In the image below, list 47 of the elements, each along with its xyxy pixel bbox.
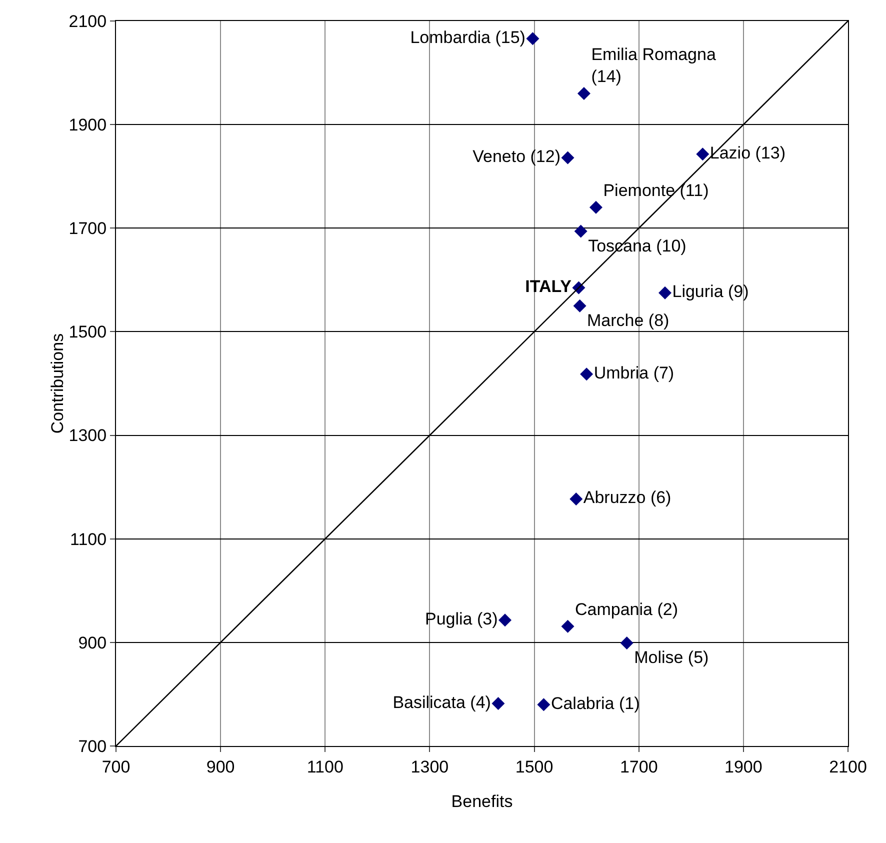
point bbox=[561, 620, 574, 633]
series-label: ITALY bbox=[525, 276, 572, 296]
x-tick-label: 700 bbox=[102, 757, 130, 776]
series-label: Campania (2) bbox=[575, 600, 678, 619]
x-tick-label: 2100 bbox=[829, 757, 867, 776]
point bbox=[561, 151, 574, 164]
point bbox=[537, 698, 550, 712]
point bbox=[580, 368, 594, 381]
series-label: Abruzzo (6) bbox=[583, 488, 672, 508]
point bbox=[658, 286, 672, 300]
x-tick-label: 1500 bbox=[515, 757, 554, 776]
x-tick-label: 900 bbox=[206, 757, 235, 776]
series-label: Calabria (1) bbox=[550, 694, 640, 713]
x-axis-title: Benefits bbox=[451, 792, 513, 811]
point bbox=[696, 148, 710, 161]
series-label: Puglia (3) bbox=[424, 609, 498, 628]
point bbox=[498, 614, 512, 627]
series-label: Molise (5) bbox=[634, 648, 709, 667]
point bbox=[589, 200, 602, 214]
series-label: Umbria (7) bbox=[594, 363, 674, 382]
y-tick-label: 1500 bbox=[68, 322, 107, 342]
x-tick-label: 1700 bbox=[620, 757, 658, 776]
point bbox=[526, 32, 540, 46]
series-label: Veneto (12) bbox=[472, 146, 560, 166]
point bbox=[577, 87, 590, 100]
point bbox=[573, 299, 586, 312]
series-label: Liguria (9) bbox=[672, 282, 749, 302]
x-tick-label: 1900 bbox=[724, 757, 762, 776]
y-axis-title: Contributions bbox=[48, 333, 67, 434]
y-tick-label: 700 bbox=[78, 736, 107, 756]
series-label: Emilia Romagna (14) bbox=[591, 44, 716, 86]
y-tick-label: 1100 bbox=[70, 530, 107, 549]
y-tick-label: 1900 bbox=[68, 116, 107, 135]
series-label: Marche (8) bbox=[587, 310, 670, 330]
series-label: Piemonte (11) bbox=[603, 180, 709, 200]
point bbox=[574, 224, 588, 238]
series-label: Lombardia (15) bbox=[410, 28, 526, 47]
y-tick-label: 1300 bbox=[68, 426, 107, 446]
x-tick-label: 1300 bbox=[410, 757, 449, 776]
y-tick-label: 2100 bbox=[68, 12, 107, 31]
y-tick-label: 900 bbox=[78, 633, 107, 652]
point bbox=[492, 697, 505, 710]
x-tick-label: 1100 bbox=[306, 757, 344, 776]
y-tick-label: 1700 bbox=[68, 219, 107, 238]
point bbox=[570, 492, 583, 506]
series-label: Basilicata (4) bbox=[392, 692, 491, 712]
point bbox=[620, 636, 634, 650]
